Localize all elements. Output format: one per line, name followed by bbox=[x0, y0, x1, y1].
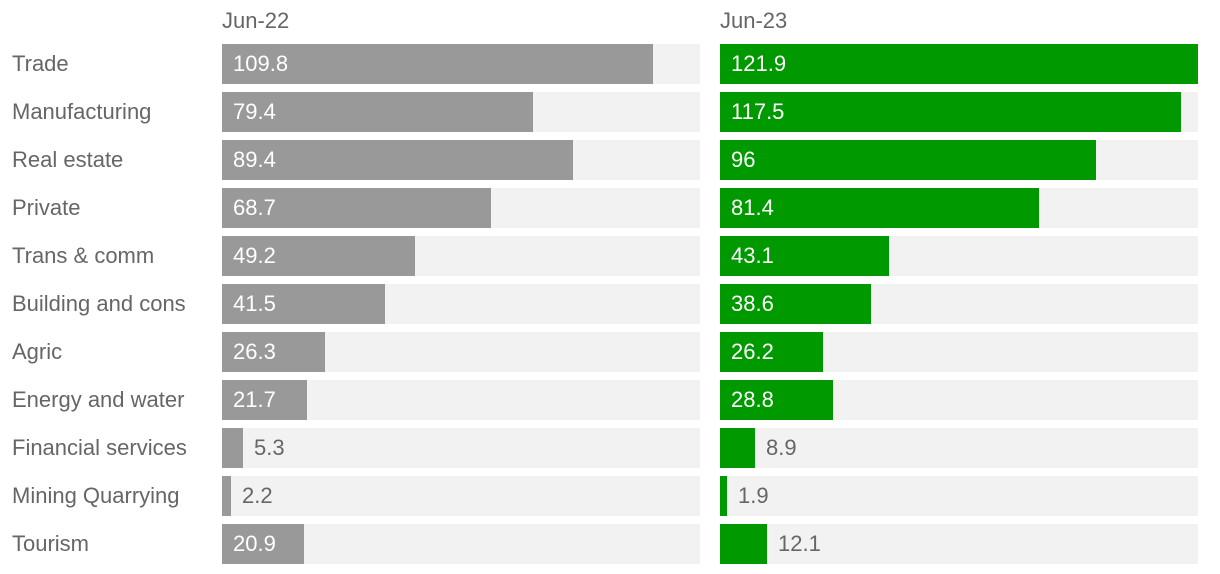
category-label-trade: Trade bbox=[12, 51, 69, 76]
bar-jun-22-financial-services bbox=[222, 428, 243, 468]
bar-jun-22-manufacturing bbox=[222, 92, 533, 132]
bar-jun-23-trade bbox=[720, 44, 1198, 84]
category-label-mining-quarrying: Mining Quarrying bbox=[12, 483, 180, 508]
value-label-jun-23-mining-quarrying: 1.9 bbox=[738, 483, 769, 508]
category-label-manufacturing: Manufacturing bbox=[12, 99, 152, 124]
value-label-jun-22-manufacturing: 79.4 bbox=[233, 99, 276, 124]
panel-title-jun-23: Jun-23 bbox=[720, 8, 788, 33]
value-label-jun-23-building-and-cons: 38.6 bbox=[731, 291, 774, 316]
bar-jun-23-trans-comm bbox=[720, 236, 889, 276]
bar-jun-22-trade bbox=[222, 44, 653, 84]
value-label-jun-23-real-estate: 96 bbox=[731, 147, 756, 172]
value-label-jun-22-energy-and-water: 21.7 bbox=[233, 387, 276, 412]
value-label-jun-22-trade: 109.8 bbox=[233, 51, 289, 76]
category-label-real-estate: Real estate bbox=[12, 147, 124, 172]
value-label-jun-23-energy-and-water: 28.8 bbox=[731, 387, 774, 412]
bar-track-jun-23-mining-quarrying bbox=[720, 476, 1198, 516]
value-label-jun-22-building-and-cons: 41.5 bbox=[233, 291, 276, 316]
bar-jun-22-tourism bbox=[222, 524, 304, 564]
bar-jun-23-mining-quarrying bbox=[720, 476, 727, 516]
bar-jun-22-trans-comm bbox=[222, 236, 415, 276]
bar-jun-22-mining-quarrying bbox=[222, 476, 231, 516]
bar-track-jun-23-financial-services bbox=[720, 428, 1198, 468]
bar-jun-22-private bbox=[222, 188, 491, 228]
value-label-jun-22-real-estate: 89.4 bbox=[233, 147, 276, 172]
category-label-energy-and-water: Energy and water bbox=[12, 387, 185, 412]
category-label-agric: Agric bbox=[12, 339, 63, 364]
bar-jun-22-energy-and-water bbox=[222, 380, 307, 420]
bar-track-jun-23-tourism bbox=[720, 524, 1198, 564]
category-label-tourism: Tourism bbox=[12, 531, 90, 556]
bar-jun-22-agric bbox=[222, 332, 325, 372]
value-label-jun-22-agric: 26.3 bbox=[233, 339, 276, 364]
value-label-jun-22-tourism: 20.9 bbox=[233, 531, 276, 556]
value-label-jun-23-trade: 121.9 bbox=[731, 51, 787, 76]
value-label-jun-23-manufacturing: 117.5 bbox=[731, 99, 785, 124]
value-label-jun-23-tourism: 12.1 bbox=[778, 531, 821, 556]
bar-jun-23-tourism bbox=[720, 524, 767, 564]
value-label-jun-22-trans-comm: 49.2 bbox=[233, 243, 276, 268]
category-label-private: Private bbox=[12, 195, 81, 220]
value-label-jun-22-mining-quarrying: 2.2 bbox=[242, 483, 273, 508]
bar-jun-22-building-and-cons bbox=[222, 284, 385, 324]
category-label-building-and-cons: Building and cons bbox=[12, 291, 186, 316]
category-label-financial-services: Financial services bbox=[12, 435, 187, 460]
bar-jun-22-real-estate bbox=[222, 140, 573, 180]
value-label-jun-23-private: 81.4 bbox=[731, 195, 774, 220]
panel-title-jun-22: Jun-22 bbox=[222, 8, 290, 33]
value-label-jun-23-financial-services: 8.9 bbox=[766, 435, 797, 460]
value-label-jun-23-trans-comm: 43.1 bbox=[731, 243, 774, 268]
bar-jun-23-real-estate bbox=[720, 140, 1096, 180]
bar-jun-23-financial-services bbox=[720, 428, 755, 468]
bar-jun-23-agric bbox=[720, 332, 823, 372]
bar-track-jun-22-financial-services bbox=[222, 428, 700, 468]
value-label-jun-22-private: 68.7 bbox=[233, 195, 276, 220]
bar-track-jun-22-mining-quarrying bbox=[222, 476, 700, 516]
bar-jun-23-energy-and-water bbox=[720, 380, 833, 420]
value-label-jun-22-financial-services: 5.3 bbox=[254, 435, 285, 460]
value-label-jun-23-agric: 26.2 bbox=[731, 339, 774, 364]
bar-jun-23-building-and-cons bbox=[720, 284, 871, 324]
bar-jun-23-private bbox=[720, 188, 1039, 228]
category-label-trans-comm: Trans & comm bbox=[12, 243, 155, 268]
bar-jun-23-manufacturing bbox=[720, 92, 1181, 132]
